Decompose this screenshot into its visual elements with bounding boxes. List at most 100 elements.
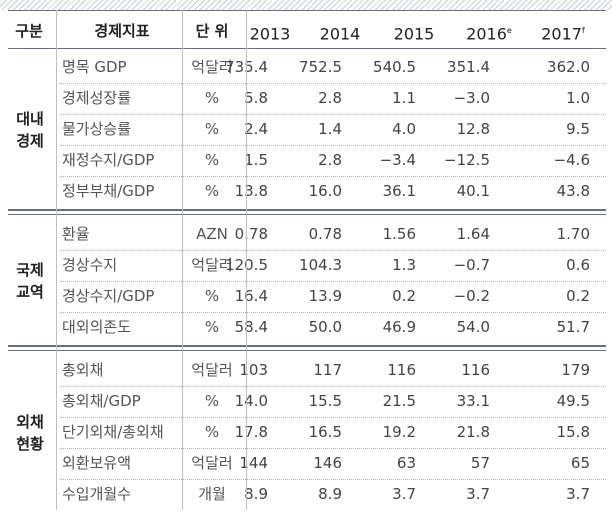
- table-row: 명목 GDP 억달러735.4 752.5 540.5 351.4 362.0: [0, 52, 612, 83]
- top-hatch-border: [0, 0, 612, 10]
- row-divider: [8, 350, 606, 351]
- column-divider: [246, 10, 247, 510]
- value-cell: 104.3: [299, 256, 342, 274]
- unit-cell: 억달러: [191, 58, 233, 76]
- value-cell: 51.7: [556, 318, 590, 336]
- value-cell: 4.0: [392, 120, 416, 138]
- value-cell: 49.5: [556, 392, 590, 410]
- row-divider: [60, 417, 606, 418]
- value-cell: 0.78: [234, 225, 268, 243]
- row-divider: [8, 209, 606, 211]
- value-cell: 120.5: [198, 250, 268, 281]
- value-cell: 362.0: [547, 58, 590, 76]
- column-divider: [56, 10, 57, 510]
- table-row: 수입개월수 개월 8.9 8.9 3.7 3.7 3.7: [0, 479, 612, 510]
- header-year: 2017f: [541, 24, 585, 44]
- value-cell: 351.4: [447, 58, 490, 76]
- unit-cell: 억달러: [191, 361, 233, 379]
- table-row: 재정수지/GDP% 1.5 2.8 −3.4 −12.5 −4.6: [0, 145, 612, 176]
- value-cell: 179: [561, 361, 590, 379]
- indicator-name: 대외의존도: [62, 318, 132, 336]
- value-cell: 3.7: [566, 485, 590, 503]
- indicator-name: 단기외채/총외채: [62, 423, 164, 441]
- indicator-name: 수입개월수: [62, 485, 132, 503]
- value-cell: 116: [387, 361, 416, 379]
- indicator-name: 명목 GDP: [62, 58, 127, 76]
- header-year: 2014: [319, 24, 361, 44]
- value-cell: 117: [313, 361, 342, 379]
- table-row: 외환보유액 억달러 144 146 63 57 65: [0, 448, 612, 479]
- value-cell: 16.0: [308, 182, 342, 200]
- group-label-line: 교역: [16, 283, 44, 301]
- value-cell: 103: [239, 361, 268, 379]
- row-divider: [60, 83, 606, 84]
- group-label-line: 경제: [16, 131, 44, 150]
- group-label-line: 국제: [16, 261, 44, 279]
- header-indicator: 경제지표: [94, 22, 150, 40]
- value-cell: 16.4: [234, 287, 268, 305]
- value-cell: 65: [570, 454, 590, 472]
- header-category: 구분: [15, 22, 43, 40]
- value-cell: 15.5: [308, 392, 342, 410]
- indicator-name: 총외채: [62, 361, 104, 379]
- table-row: 총외채 억달러 103 117 116 116 179: [0, 355, 612, 386]
- indicator-name: 재정수지/GDP: [62, 151, 155, 169]
- row-divider: [60, 176, 606, 177]
- value-cell: 1.64: [456, 225, 490, 243]
- indicator-name: 물가상승률: [62, 120, 132, 138]
- value-cell: 0.2: [392, 287, 416, 305]
- value-cell: 1.4: [318, 120, 342, 138]
- indicator-name: 경상수지/GDP: [62, 287, 155, 305]
- unit-cell: %: [204, 89, 220, 107]
- value-cell: 16.5: [308, 423, 342, 441]
- value-cell: 12.8: [456, 120, 490, 138]
- row-divider: [60, 145, 606, 146]
- value-cell: 36.1: [382, 182, 416, 200]
- value-cell: 1.5: [244, 151, 268, 169]
- table-row: 물가상승률% 2.4 1.4 4.0 12.8 9.5: [0, 114, 612, 145]
- value-cell: 13.8: [234, 182, 268, 200]
- value-cell: 9.5: [566, 120, 590, 138]
- value-cell: −0.2: [453, 287, 490, 305]
- unit-cell: %: [204, 287, 220, 305]
- group-label-line: 외채: [16, 412, 44, 431]
- group-label-line: 대내: [16, 109, 44, 128]
- group-label-line: 현황: [16, 434, 44, 453]
- unit-cell: %: [204, 392, 220, 410]
- value-cell: 540.5: [373, 58, 416, 76]
- unit-cell: %: [204, 318, 220, 336]
- value-cell: 735.4: [198, 52, 268, 83]
- value-cell: 21.8: [456, 423, 490, 441]
- value-cell: 1.0: [566, 89, 590, 107]
- column-divider: [182, 10, 183, 510]
- table-row: 대외의존도% 58.4 50.0 46.9 54.0 51.7: [0, 312, 612, 343]
- table-row: 경제성장률% 5.8 2.8 1.1 −3.0 1.0: [0, 83, 612, 114]
- unit-cell: 개월: [198, 485, 226, 503]
- value-cell: 2.8: [318, 151, 342, 169]
- value-cell: 15.8: [556, 423, 590, 441]
- unit-cell: %: [204, 423, 220, 441]
- row-divider: [8, 48, 606, 49]
- row-divider: [60, 386, 606, 387]
- unit-cell: %: [204, 151, 220, 169]
- value-cell: −4.6: [553, 151, 590, 169]
- value-cell: 752.5: [299, 58, 342, 76]
- value-cell: 2.8: [318, 89, 342, 107]
- value-cell: 33.1: [456, 392, 490, 410]
- value-cell: 146: [313, 454, 342, 472]
- row-divider: [60, 312, 606, 313]
- header-year: 2015: [393, 24, 435, 44]
- value-cell: −12.5: [444, 151, 490, 169]
- row-divider: [8, 345, 606, 347]
- value-cell: 3.7: [466, 485, 490, 503]
- indicator-name: 경상수지: [62, 256, 118, 274]
- value-cell: 50.0: [308, 318, 342, 336]
- value-cell: 14.0: [234, 392, 268, 410]
- unit-cell: 억달러: [191, 256, 233, 274]
- value-cell: 116: [461, 361, 490, 379]
- table-row: 총외채/GDP% 14.0 15.5 21.5 33.1 49.5: [0, 386, 612, 417]
- value-cell: 1.56: [382, 225, 416, 243]
- value-cell: 1.1: [392, 89, 416, 107]
